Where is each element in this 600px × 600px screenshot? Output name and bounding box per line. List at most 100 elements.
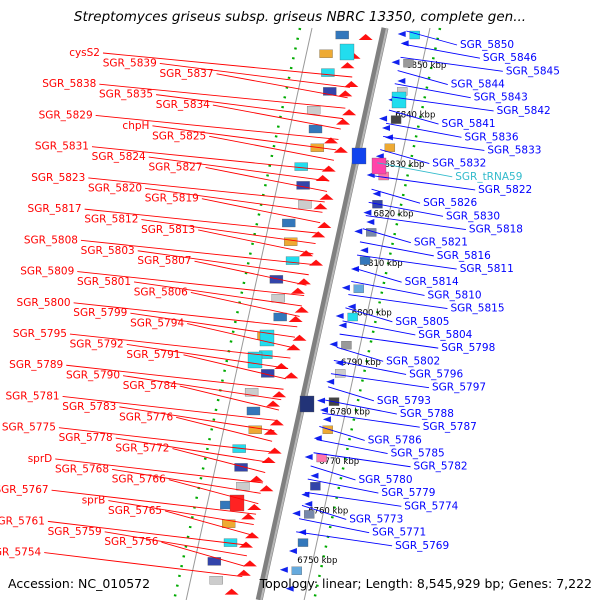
- gene-block: [384, 143, 396, 152]
- forward-gene-arrow: [269, 419, 284, 426]
- gene-label: SGR_5827: [148, 161, 202, 173]
- leader-line: [99, 83, 346, 109]
- gene-block: [296, 181, 310, 190]
- leader-line: [194, 260, 307, 286]
- gene-label: SGR_5781: [6, 390, 60, 402]
- gene-label: SGR_5791: [126, 349, 180, 361]
- forward-gene-arrow: [245, 532, 260, 539]
- gene-label: SGR_5765: [108, 505, 162, 517]
- leader-line: [62, 396, 277, 421]
- gene-label: SGR_5820: [88, 182, 142, 194]
- forward-gene-arrow: [294, 306, 309, 313]
- gene-block: [236, 482, 250, 491]
- gene-label: SGR_5837: [159, 68, 213, 80]
- gene-block: [282, 218, 296, 228]
- leader-line: [377, 162, 453, 178]
- leader-line: [319, 425, 365, 441]
- gene-block: [304, 510, 315, 519]
- forward-gene-arrow: [288, 316, 303, 322]
- leader-line: [301, 505, 347, 520]
- leader-line: [133, 281, 302, 307]
- gene-label: SGR_5779: [381, 487, 435, 499]
- forward-gene-arrow: [319, 193, 334, 200]
- reverse-gene-arrow: [366, 219, 375, 225]
- reverse-gene-arrow: [350, 266, 359, 272]
- gene-label: SGR_5836: [464, 131, 518, 143]
- gene-label: SGR_5814: [405, 276, 459, 288]
- leader-line: [183, 354, 286, 380]
- position-label: 6760 kbp: [308, 507, 348, 517]
- axis-highlight: [260, 27, 388, 600]
- gene-block: [284, 237, 298, 246]
- gene-label: SGR_5843: [474, 92, 528, 104]
- reverse-gene-arrow: [326, 378, 335, 385]
- leader-line: [383, 135, 485, 151]
- leader-line: [77, 271, 305, 297]
- forward-gene-arrow: [344, 81, 359, 87]
- leader-line: [354, 267, 402, 283]
- gene-label: SGR_5796: [409, 368, 463, 380]
- gene-block: [390, 115, 402, 124]
- forward-gene-arrow: [236, 569, 251, 576]
- gene-label: SGR_5832: [432, 158, 486, 170]
- leader-line: [102, 52, 353, 78]
- gene-label: SGR_5767: [0, 484, 49, 496]
- forward-gene-arrow: [296, 278, 311, 285]
- forward-gene-arrow: [292, 334, 307, 341]
- position-label: 6770 kbp: [319, 457, 359, 467]
- gene-label: SGR_5839: [103, 57, 157, 69]
- leader-line: [351, 280, 425, 296]
- leader-line: [359, 241, 434, 257]
- leader-line: [115, 437, 268, 463]
- reverse-gene-arrow: [298, 529, 307, 536]
- position-label: 6830 kbp: [384, 160, 424, 170]
- gene-label: sprB: [82, 495, 106, 507]
- gene-label: SGR_5786: [368, 434, 422, 446]
- gene-label: SGR_5805: [395, 316, 449, 328]
- gene-block: [306, 106, 321, 115]
- gene-label: SGR_5775: [2, 422, 56, 434]
- leader-line: [187, 323, 293, 349]
- reverse-gene-arrow: [379, 115, 388, 122]
- reverse-gene-arrow: [363, 209, 372, 216]
- leader-line: [141, 219, 316, 244]
- forward-gene-arrow: [249, 475, 264, 482]
- reverse-gene-arrow: [338, 322, 347, 329]
- gene-block: [209, 576, 223, 585]
- gene-block: [244, 388, 259, 397]
- position-label: 6820 kbp: [374, 210, 414, 220]
- leader-line: [58, 427, 270, 453]
- leader-line: [80, 239, 312, 265]
- forward-gene-arrow: [266, 400, 281, 407]
- forward-gene-arrow: [267, 447, 282, 454]
- leader-line: [190, 291, 300, 317]
- gene-block-large: [229, 494, 245, 512]
- leader-line: [391, 96, 494, 112]
- gene-label: SGR_5842: [497, 105, 551, 117]
- leader-line: [84, 208, 318, 234]
- forward-gene-arrow: [259, 485, 274, 492]
- gene-label: SGR_5835: [99, 89, 153, 101]
- gene-label: SGR_5825: [152, 130, 206, 142]
- leader-line: [356, 254, 457, 270]
- gene-block: [403, 59, 414, 68]
- reverse-gene-arrow: [329, 341, 338, 348]
- reverse-gene-arrow: [285, 585, 294, 592]
- gene-label: SGR_5771: [372, 527, 426, 539]
- gene-label: cysS2: [69, 47, 100, 59]
- leader-line: [165, 510, 252, 536]
- leader-line: [148, 156, 330, 182]
- gene-label: SGR_5811: [460, 263, 514, 275]
- leader-line: [51, 489, 257, 515]
- forward-gene-arrow: [313, 203, 328, 210]
- gene-label: SGR_5831: [35, 141, 89, 153]
- leader-line: [333, 360, 407, 375]
- forward-gene-arrow: [272, 391, 287, 398]
- gene-label: SGR_5801: [77, 276, 131, 288]
- gene-block: [294, 162, 308, 171]
- gene-block: [359, 256, 371, 265]
- gene-block: [347, 312, 358, 322]
- leader-line: [400, 56, 503, 72]
- gene-block: [269, 275, 284, 284]
- gene-block: [273, 312, 287, 322]
